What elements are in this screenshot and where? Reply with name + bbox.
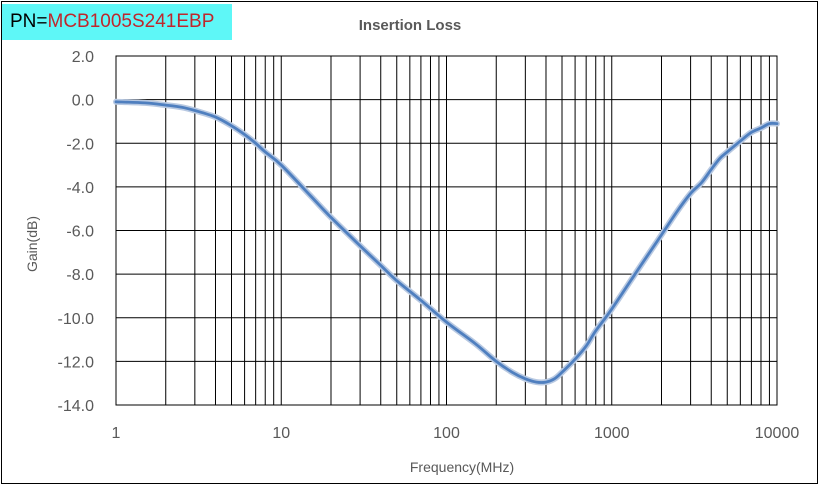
part-number-badge: PN=MCB1005S241EBP [2, 4, 232, 40]
y-tick-label: -6.0 [66, 224, 94, 241]
y-tick-label: -12.0 [58, 354, 95, 371]
y-axis-label: Gain(dB) [24, 216, 40, 272]
part-number-value: MCB1005S241EBP [47, 11, 215, 32]
tick-labels: 2.0 0.0 -2.0 -4.0 -6.0 -8.0 -10.0 -12.0 -14.0 1 10… [58, 49, 800, 442]
y-tick-label: 0.0 [72, 93, 94, 110]
x-axis-label: Frequency(MHz) [410, 459, 514, 475]
y-tick-label: -10.0 [58, 311, 95, 328]
y-tick-label: 2.0 [72, 49, 94, 66]
y-tick-label: -4.0 [66, 180, 94, 197]
y-tick-label: -2.0 [66, 136, 94, 153]
plot-area [115, 55, 778, 406]
chart-title: Insertion Loss [359, 17, 462, 34]
x-tick-label: 1 [112, 425, 121, 442]
x-tick-label: 10 [272, 425, 290, 442]
series-layer [113, 98, 780, 386]
grid-lines [115, 55, 777, 406]
x-tick-label: 10000 [755, 425, 800, 442]
part-number-prefix: PN= [10, 11, 48, 32]
y-tick-label: -8.0 [66, 267, 94, 284]
y-tick-label: -14.0 [58, 398, 95, 415]
part-number-label: PN=MCB1005S241EBP [10, 10, 214, 34]
x-tick-label: 100 [433, 425, 460, 442]
x-tick-label: 1000 [594, 425, 630, 442]
series-line-0 [114, 100, 779, 384]
